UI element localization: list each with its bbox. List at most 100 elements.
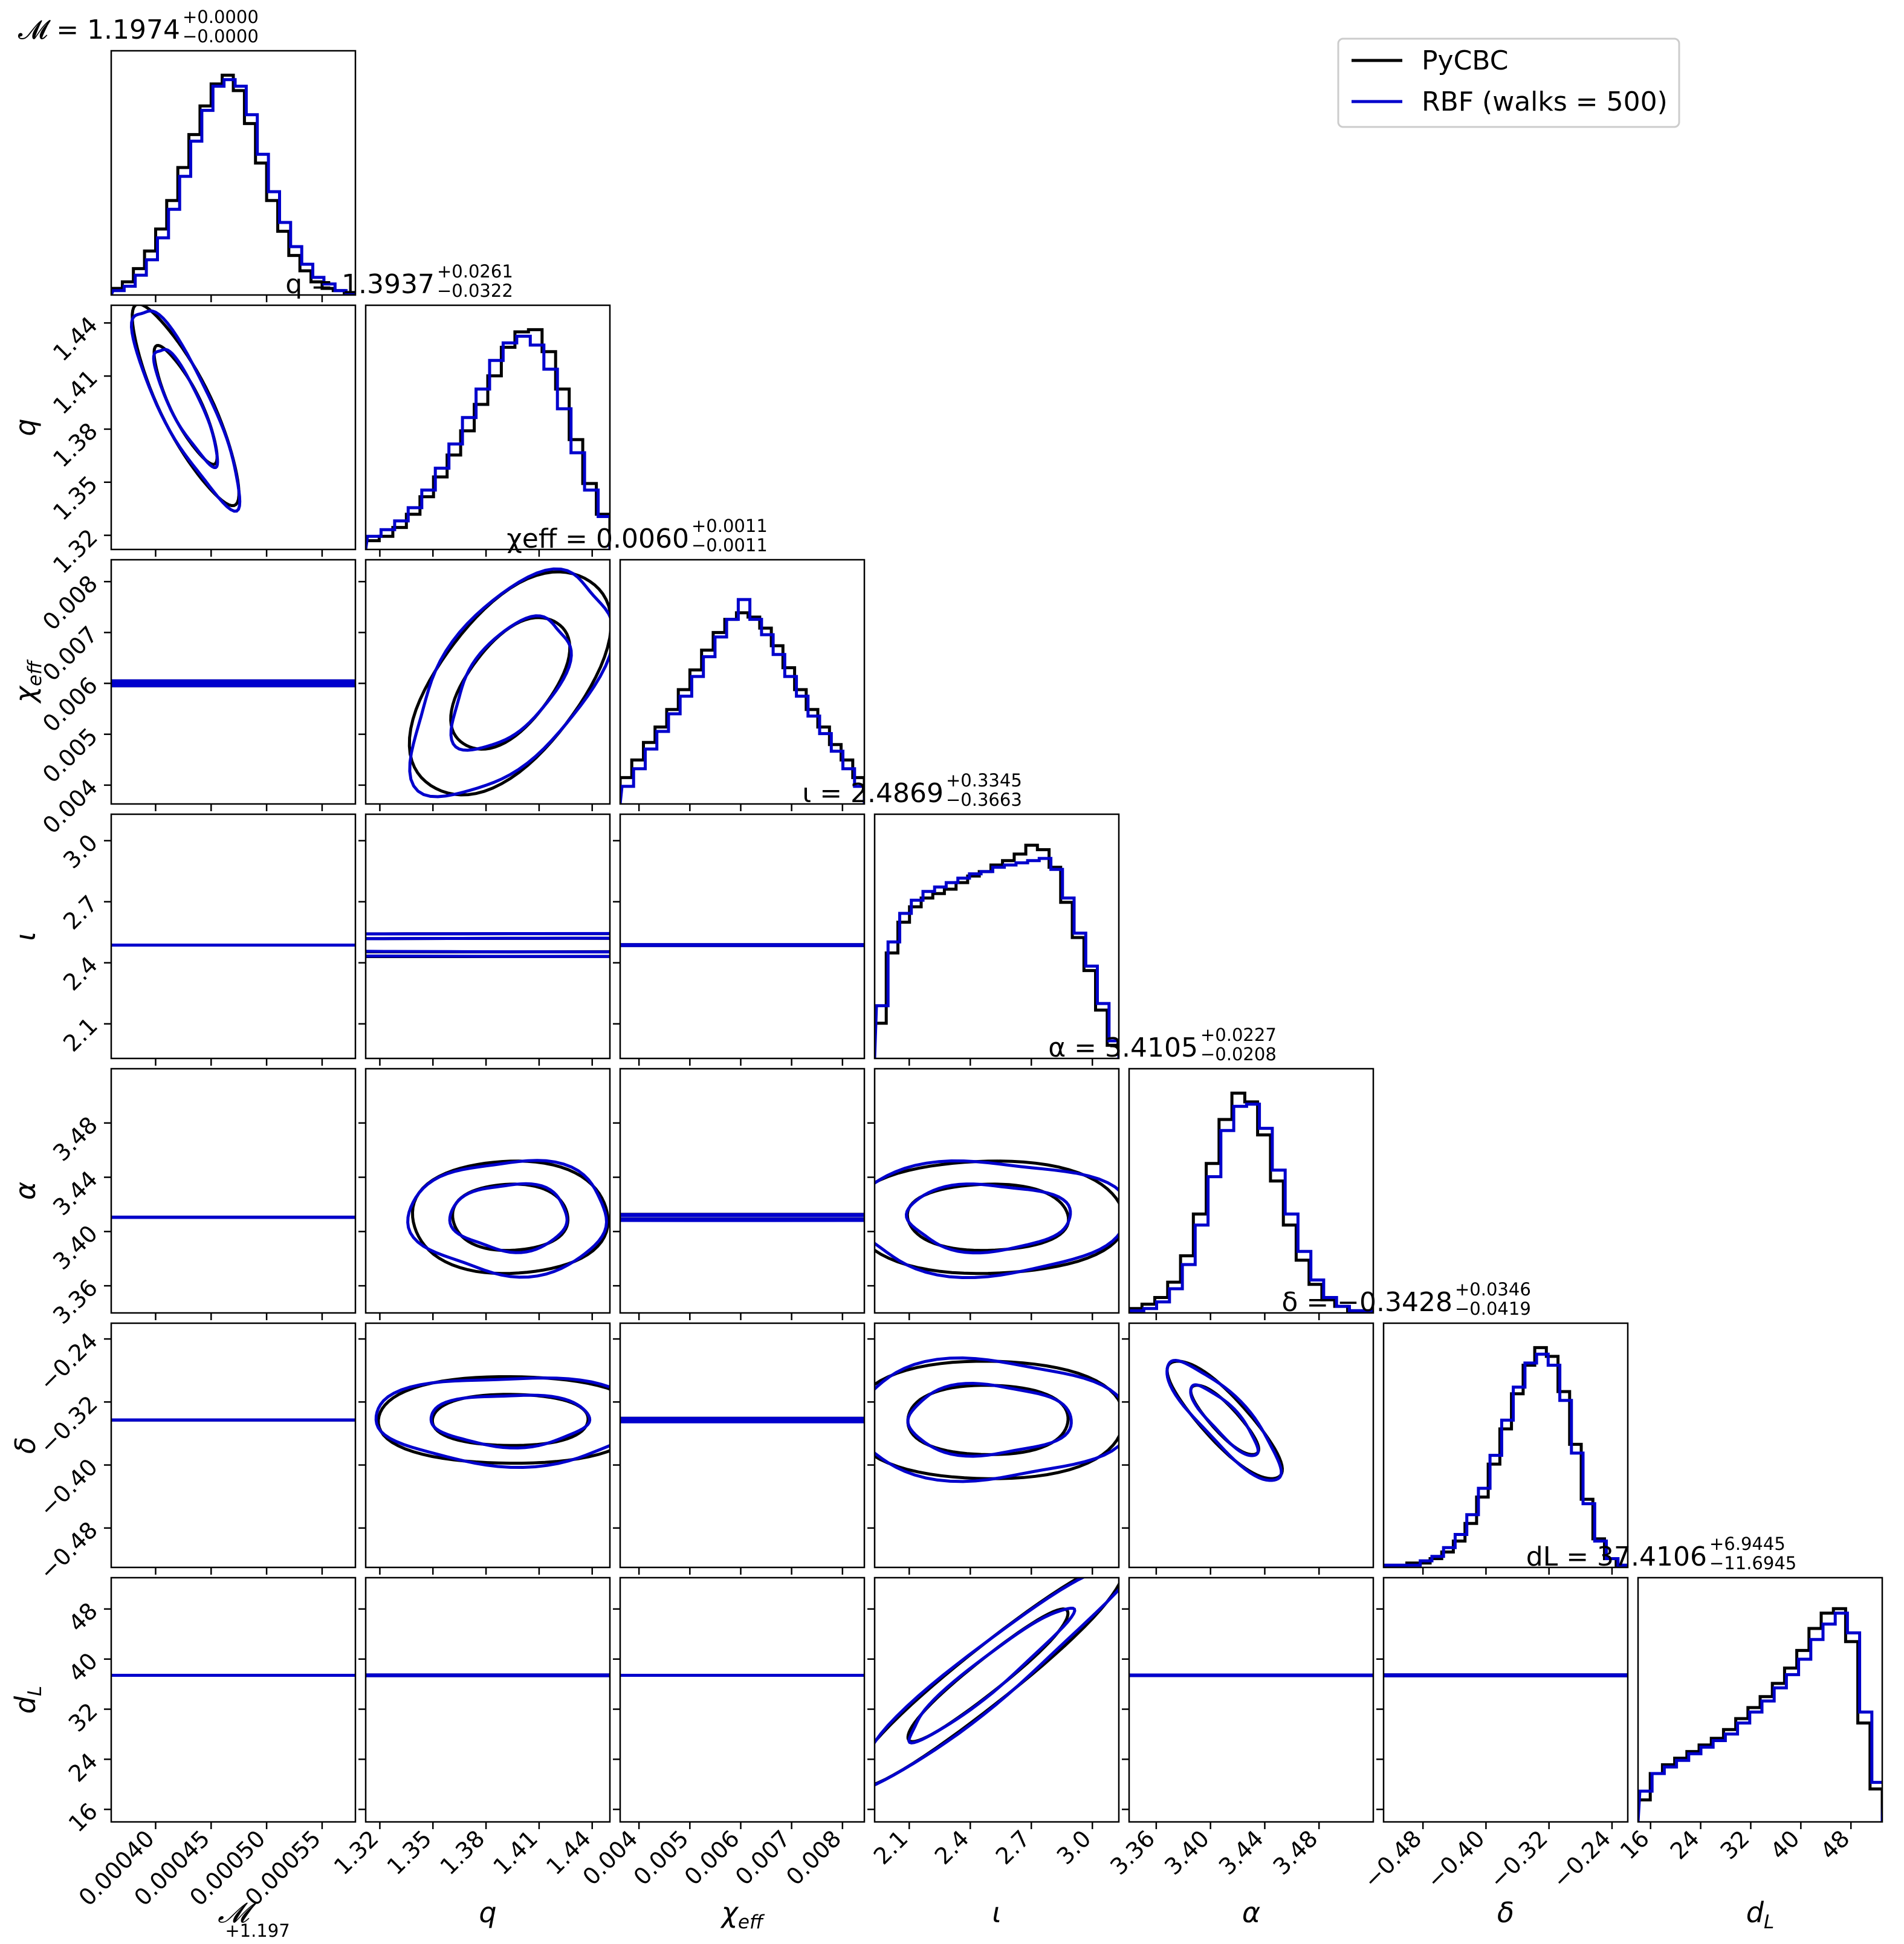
panel-frame (364, 1322, 611, 1569)
contour-alpha-delta-rbf-inner (1189, 1383, 1260, 1457)
x-axis-label-iota: ι (992, 1896, 1002, 1929)
svg-text:ι = 2.4869: ι = 2.4869 (802, 778, 944, 809)
panel-frame (1128, 1068, 1375, 1314)
panel-frame (364, 1068, 611, 1314)
panel-frame (110, 1322, 357, 1569)
svg-text:−0.0208: −0.0208 (1200, 1044, 1277, 1064)
panel-iota-hist: ι = 2.4869 +0.3345−0.3663 (802, 770, 1120, 1066)
panel-frame (110, 559, 357, 805)
panel-frame (873, 1322, 1120, 1569)
contour-mc-q-rbf-inner (152, 348, 219, 470)
svg-text:+0.0227: +0.0227 (1200, 1025, 1277, 1045)
panel-title-dl: dL = 37.4106 +6.9445−11.6945 (1526, 1534, 1796, 1573)
panel-frame (873, 1576, 1120, 1823)
contour-q-chi-rbf-outer (408, 567, 610, 799)
contour-iota-delta-rbf-outer (875, 1356, 1119, 1483)
panel-title-chi: χeff = 0.0060 +0.0011−0.0011 (507, 516, 767, 556)
panel-frame (1382, 1322, 1629, 1569)
panel-chi-delta (613, 1322, 866, 1575)
contour-q-delta-rbf-outer (374, 1376, 610, 1469)
svg-text:δ = −0.3428: δ = −0.3428 (1281, 1287, 1452, 1318)
svg-text:+0.0346: +0.0346 (1455, 1279, 1531, 1300)
x-axis-label-dl: dL (1746, 1896, 1774, 1933)
svg-text:+0.3345: +0.3345 (946, 770, 1022, 791)
panel-frame (619, 1322, 866, 1569)
contour-q-alpha-pycbc-outer (410, 1159, 610, 1275)
svg-text:−0.3663: −0.3663 (946, 789, 1022, 810)
hist-mc-pycbc (111, 73, 355, 295)
svg-text:−0.0011: −0.0011 (691, 535, 768, 556)
panel-frame (110, 50, 357, 296)
panel-frame (619, 1068, 866, 1314)
panel-q-hist: q = 1.3937 +0.0261−0.0322 (285, 261, 611, 557)
y-axis-label-chi: χeff (9, 659, 46, 704)
hist-dl-rbf (1638, 1612, 1882, 1822)
y-axis-label-alpha: α (9, 1182, 42, 1200)
y-axis-label-iota: ι (9, 932, 42, 941)
legend-label-pycbc: PyCBC (1422, 45, 1508, 76)
panel-frame (873, 813, 1120, 1060)
hist-mc-rbf (111, 78, 355, 295)
panel-frame (1128, 1322, 1375, 1569)
panel-frame (110, 1068, 357, 1314)
panel-q-delta (358, 1322, 611, 1575)
panel-frame (1128, 1576, 1375, 1823)
contour-iota-delta-rbf-inner (906, 1381, 1073, 1458)
panel-frame (110, 1576, 357, 1823)
x-axis-label-q: q (479, 1896, 496, 1929)
panel-chi-hist: χeff = 0.0060 +0.0011−0.0011 (507, 516, 866, 811)
panel-alpha-delta (1122, 1322, 1375, 1575)
contour-iota-alpha-rbf-inner (904, 1182, 1072, 1255)
panel-frame (364, 559, 611, 805)
contour-iota-dl-rbf-outer (875, 1578, 1119, 1787)
contour-q-alpha-rbf-inner (448, 1182, 569, 1254)
svg-text:𝓜 = 1.1974: 𝓜 = 1.1974 (18, 15, 180, 45)
panel-frame (1637, 1576, 1883, 1823)
hist-delta-rbf (1384, 1352, 1628, 1567)
panel-iota-delta (867, 1322, 1120, 1575)
panel-title-q: q = 1.3937 +0.0261−0.0322 (285, 261, 513, 301)
svg-text:χeff = 0.0060: χeff = 0.0060 (507, 523, 689, 554)
panel-iota-alpha (867, 1068, 1120, 1320)
svg-text:α = 3.4105: α = 3.4105 (1048, 1032, 1198, 1063)
x-axis-label-alpha: α (1242, 1896, 1260, 1929)
panel-frame (619, 1576, 866, 1823)
contour-mc-q-rbf-outer (129, 309, 242, 513)
panel-q-iota (358, 813, 611, 1066)
panel-title-iota: ι = 2.4869 +0.3345−0.3663 (802, 770, 1022, 810)
panel-frame (110, 813, 357, 1060)
hist-alpha-pycbc (1129, 1091, 1373, 1313)
svg-text:+0.0011: +0.0011 (691, 516, 768, 536)
panel-chi-iota (613, 813, 866, 1066)
x-axis-label-delta: δ (1497, 1896, 1514, 1929)
y-axis-label-delta: δ (9, 1437, 42, 1454)
hist-alpha-rbf (1129, 1103, 1373, 1313)
panel-frame (110, 304, 357, 551)
svg-text:−11.6945: −11.6945 (1709, 1553, 1796, 1573)
panel-frame (364, 1576, 611, 1823)
svg-text:−0.0322: −0.0322 (437, 280, 513, 301)
panel-frame (364, 304, 611, 551)
contour-iota-dl-rbf-inner (907, 1606, 1077, 1745)
legend-label-rbf: RBF (walks = 500) (1422, 86, 1668, 117)
contour-q-alpha-rbf-outer (406, 1159, 609, 1279)
hist-chi-pycbc (620, 611, 864, 804)
contour-alpha-delta-rbf-outer (1165, 1358, 1283, 1482)
panel-q-chi (358, 559, 611, 811)
y-axis-label-dl: dL (9, 1686, 46, 1714)
panel-q-alpha (358, 1068, 611, 1320)
svg-text:dL = 37.4106: dL = 37.4106 (1526, 1541, 1707, 1572)
x-axis-label-chi: χeff (720, 1896, 765, 1933)
panel-title-mc: 𝓜 = 1.1974 +0.0000−0.0000 (18, 7, 259, 47)
contour-iota-alpha-pycbc-outer (875, 1159, 1119, 1275)
panel-alpha-hist: α = 3.4105 +0.0227−0.0208 (1048, 1025, 1375, 1320)
svg-text:+0.0261: +0.0261 (437, 261, 513, 282)
svg-text:q = 1.3937: q = 1.3937 (285, 269, 435, 300)
panel-delta-hist: δ = −0.3428 +0.0346−0.0419 (1281, 1279, 1629, 1575)
svg-text:+6.9445: +6.9445 (1709, 1534, 1786, 1554)
panel-frame (364, 813, 611, 1060)
contour-iota-alpha-rbf-outer (875, 1159, 1119, 1280)
panel-mc-hist: 𝓜 = 1.1974 +0.0000−0.0000 (18, 7, 357, 302)
panel-frame (619, 813, 866, 1060)
